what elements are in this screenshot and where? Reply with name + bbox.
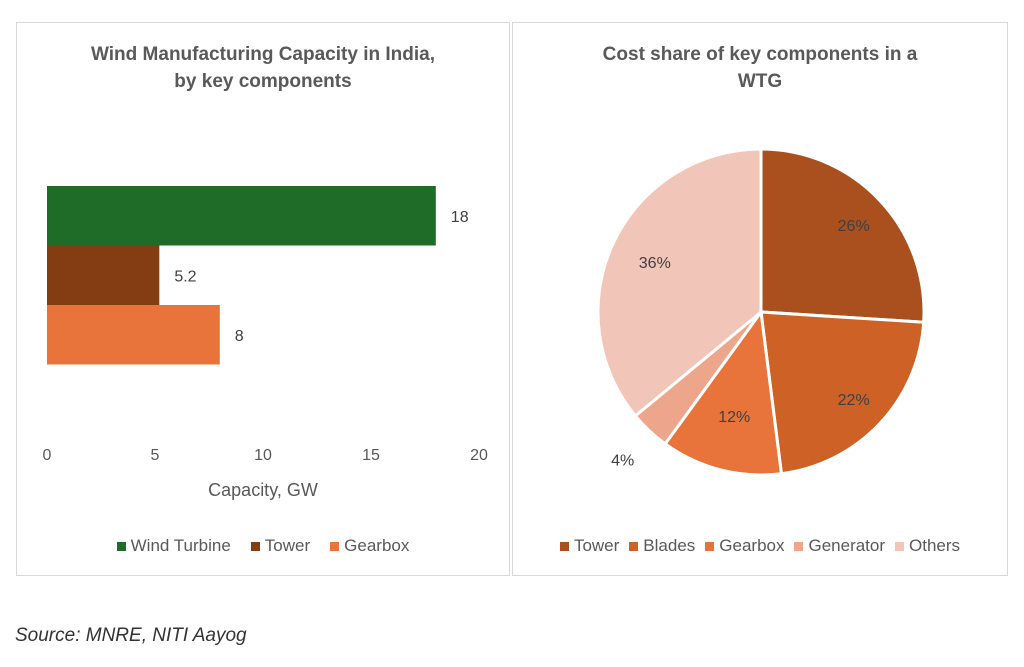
legend-label-generator: Generator	[808, 536, 886, 555]
pie-value-label-gearbox: 12%	[718, 409, 750, 426]
pie-chart-title-line-1: Cost share of key components in a	[602, 44, 918, 65]
legend-label-blades: Blades	[643, 536, 696, 555]
legend-swatch-pie-tower	[559, 541, 569, 551]
x-tick-label-5: 5	[151, 447, 160, 464]
legend-swatch-wind-turbine	[116, 541, 126, 551]
legend-swatch-pie-gearbox	[705, 541, 715, 551]
bar-chart-title: Wind Manufacturing Capacity in India, by…	[17, 41, 509, 95]
bar-gearbox	[47, 305, 220, 365]
legend-item-others: Others	[895, 536, 960, 556]
bar-tower	[47, 245, 160, 305]
pie-value-label-blades: 22%	[838, 392, 870, 409]
pie-chart-title-line-2: WTG	[737, 71, 783, 92]
pie-value-label-generator: 4%	[611, 452, 634, 469]
legend-label-others: Others	[909, 536, 961, 555]
pie-chart-legend: Tower Blades Gearbox Generator Others	[513, 536, 1007, 556]
bar-chart-panel: Wind Manufacturing Capacity in India, by…	[16, 22, 510, 576]
legend-item-pie-tower: Tower	[559, 536, 620, 556]
legend-swatch-gearbox	[330, 541, 340, 551]
x-tick-label-0: 0	[43, 447, 52, 464]
bar-value-label-wind-turbine: 18	[451, 209, 469, 226]
pie-chart-title: Cost share of key components in a WTG	[513, 41, 1007, 95]
x-axis-title: Capacity, GW	[208, 480, 318, 500]
bar-chart-title-line-2: by key components	[174, 71, 352, 92]
legend-item-blades: Blades	[629, 536, 695, 556]
legend-label-gearbox: Gearbox	[344, 536, 410, 555]
legend-label-pie-tower: Tower	[573, 536, 620, 555]
pie-slice-others	[596, 147, 763, 418]
legend-label-wind-turbine: Wind Turbine	[130, 536, 231, 555]
legend-label-pie-gearbox: Gearbox	[719, 536, 785, 555]
bar-value-label-gearbox: 8	[235, 328, 244, 345]
pie-slice-blades	[759, 310, 926, 476]
pie-value-label-others: 36%	[639, 255, 671, 272]
legend-item-gearbox: Gearbox	[330, 536, 409, 556]
legend-item-tower: Tower	[250, 536, 311, 556]
pie-chart-svg: 26% 22% 12% 4% 36%	[596, 147, 926, 477]
legend-swatch-tower	[250, 541, 260, 551]
pie-value-label-tower: 26%	[838, 218, 870, 235]
bar-value-label-tower: 5.2	[174, 268, 196, 285]
pie-slice-tower	[759, 147, 926, 324]
pie-chart-panel: Cost share of key components in a WTG 26…	[512, 22, 1008, 576]
legend-label-tower: Tower	[264, 536, 311, 555]
bar-chart-svg: 18 5.2 8 0 5 10 15 20 Capacity, GW	[43, 186, 488, 500]
x-tick-label-20: 20	[470, 447, 488, 464]
legend-item-wind-turbine: Wind Turbine	[116, 536, 231, 556]
source-note: Source: MNRE, NITI Aayog	[15, 625, 247, 646]
bar-chart-title-line-1: Wind Manufacturing Capacity in India,	[91, 44, 435, 65]
legend-item-pie-gearbox: Gearbox	[705, 536, 784, 556]
x-tick-label-10: 10	[254, 447, 272, 464]
legend-item-generator: Generator	[794, 536, 885, 556]
bar-chart-legend: Wind Turbine Tower Gearbox	[17, 536, 509, 556]
pie-slice-gearbox	[663, 310, 783, 477]
bar-wind-turbine	[47, 186, 436, 246]
legend-swatch-generator	[794, 541, 804, 551]
legend-swatch-blades	[629, 541, 639, 551]
x-tick-label-15: 15	[362, 447, 380, 464]
legend-swatch-others	[895, 541, 905, 551]
